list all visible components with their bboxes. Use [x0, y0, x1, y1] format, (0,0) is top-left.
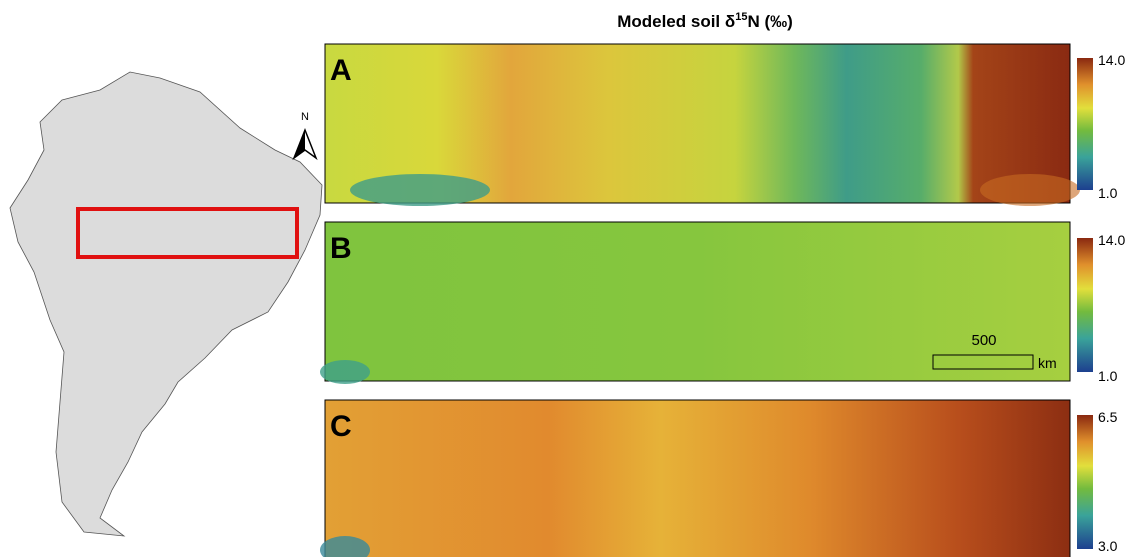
figure-title: Modeled soil δ15N (‰)	[617, 11, 793, 31]
panel-label: B	[330, 232, 352, 265]
figure: N Modeled soil δ15N (‰) A 14.0 1.0 B 500…	[0, 0, 1144, 557]
colorbar-min: 1.0	[1098, 368, 1118, 384]
map-feature	[320, 360, 370, 384]
title-prefix: Modeled soil δ	[617, 12, 735, 31]
colorbar	[1077, 415, 1093, 549]
colorbar	[1077, 58, 1093, 190]
map-panel	[325, 222, 1070, 381]
title-suffix: N (‰)	[747, 12, 792, 31]
panel-label: C	[330, 410, 352, 443]
colorbar	[1077, 238, 1093, 372]
colorbar-min: 1.0	[1098, 185, 1118, 201]
colorbar-max: 6.5	[1098, 409, 1118, 425]
title-superscript: 15	[735, 11, 747, 23]
continent	[10, 72, 322, 536]
north-label: N	[301, 111, 309, 123]
panel-label: A	[330, 54, 352, 87]
scale-bar-length: 500	[971, 332, 996, 349]
colorbar-min: 3.0	[1098, 538, 1118, 554]
map-feature	[350, 174, 490, 206]
colorbar-max: 14.0	[1098, 52, 1125, 68]
map-feature	[980, 174, 1080, 206]
colorbar-max: 14.0	[1098, 232, 1125, 248]
map-panel	[325, 400, 1070, 557]
scale-bar-unit: km	[1038, 355, 1057, 371]
